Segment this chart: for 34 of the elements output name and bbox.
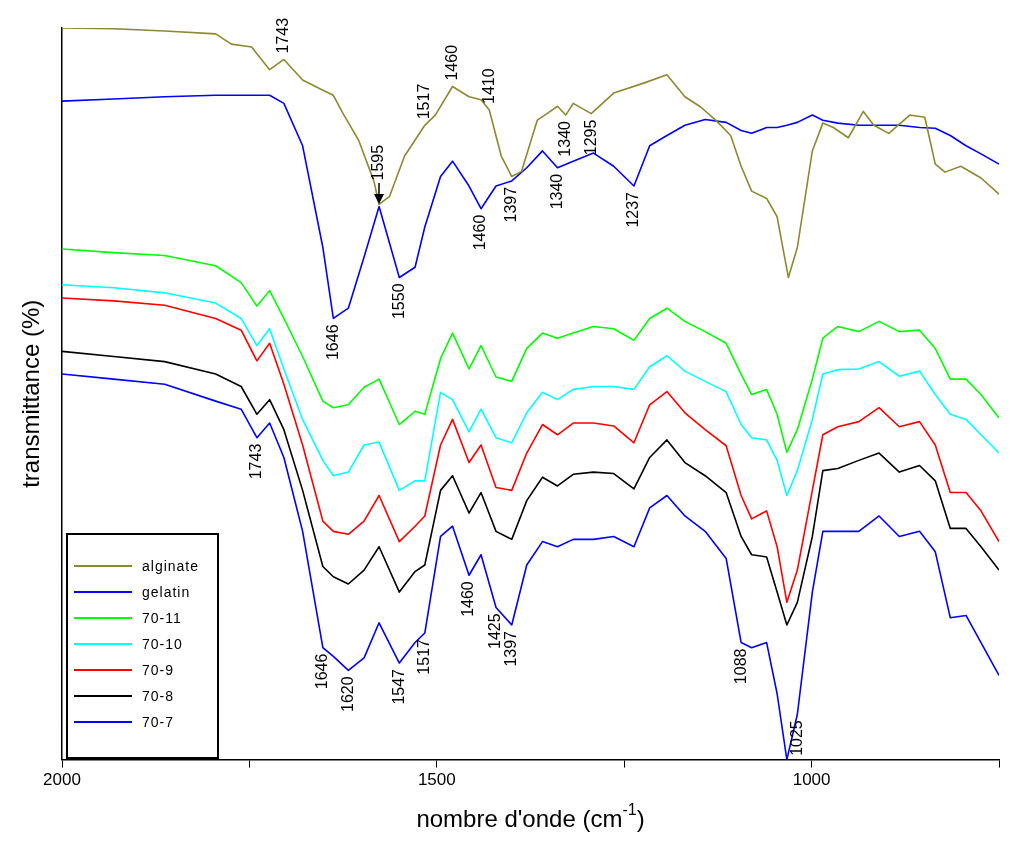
annotation: 1743	[247, 443, 265, 480]
annotation: 1237	[624, 191, 642, 228]
annotation: 1340	[547, 173, 565, 210]
annotation: 1410	[479, 68, 497, 104]
annotation: 1460	[442, 44, 460, 81]
annotation: 1620	[338, 676, 356, 712]
annotation: 1595	[369, 144, 387, 181]
annotation: 1397	[502, 630, 520, 667]
annotation: 1397	[502, 186, 520, 223]
annotation: 1025	[787, 720, 805, 756]
x-tick-label: 1500	[417, 770, 456, 790]
x-tick-label: 1000	[792, 770, 831, 790]
legend-label: 70-10	[142, 635, 183, 652]
annotation: 1550	[389, 283, 407, 320]
annotation: 1646	[313, 653, 331, 690]
annotation: 1460	[471, 214, 489, 251]
y-axis-title: transmittance (%)	[16, 299, 44, 488]
annotation: 1460	[459, 581, 477, 617]
annotation: 1425	[486, 613, 504, 650]
annotation: 1088	[731, 648, 749, 685]
annotation: 1295	[581, 119, 599, 156]
annotation: 1517	[415, 83, 433, 120]
annotation: 1547	[389, 668, 407, 705]
legend-label: 70-8	[142, 687, 175, 704]
x-tick-label: 2000	[43, 770, 81, 790]
annotation: 1646	[323, 324, 341, 361]
annotation: 1743	[274, 17, 292, 54]
annotation: 1340	[556, 120, 574, 157]
legend-label: gelatin	[142, 583, 191, 600]
legend-label: alginate	[142, 557, 200, 574]
legend-label: 70-11	[142, 609, 182, 626]
annotation: 1517	[415, 638, 433, 675]
legend-label: 70-9	[142, 661, 175, 678]
legend-label: 70-7	[142, 713, 175, 730]
